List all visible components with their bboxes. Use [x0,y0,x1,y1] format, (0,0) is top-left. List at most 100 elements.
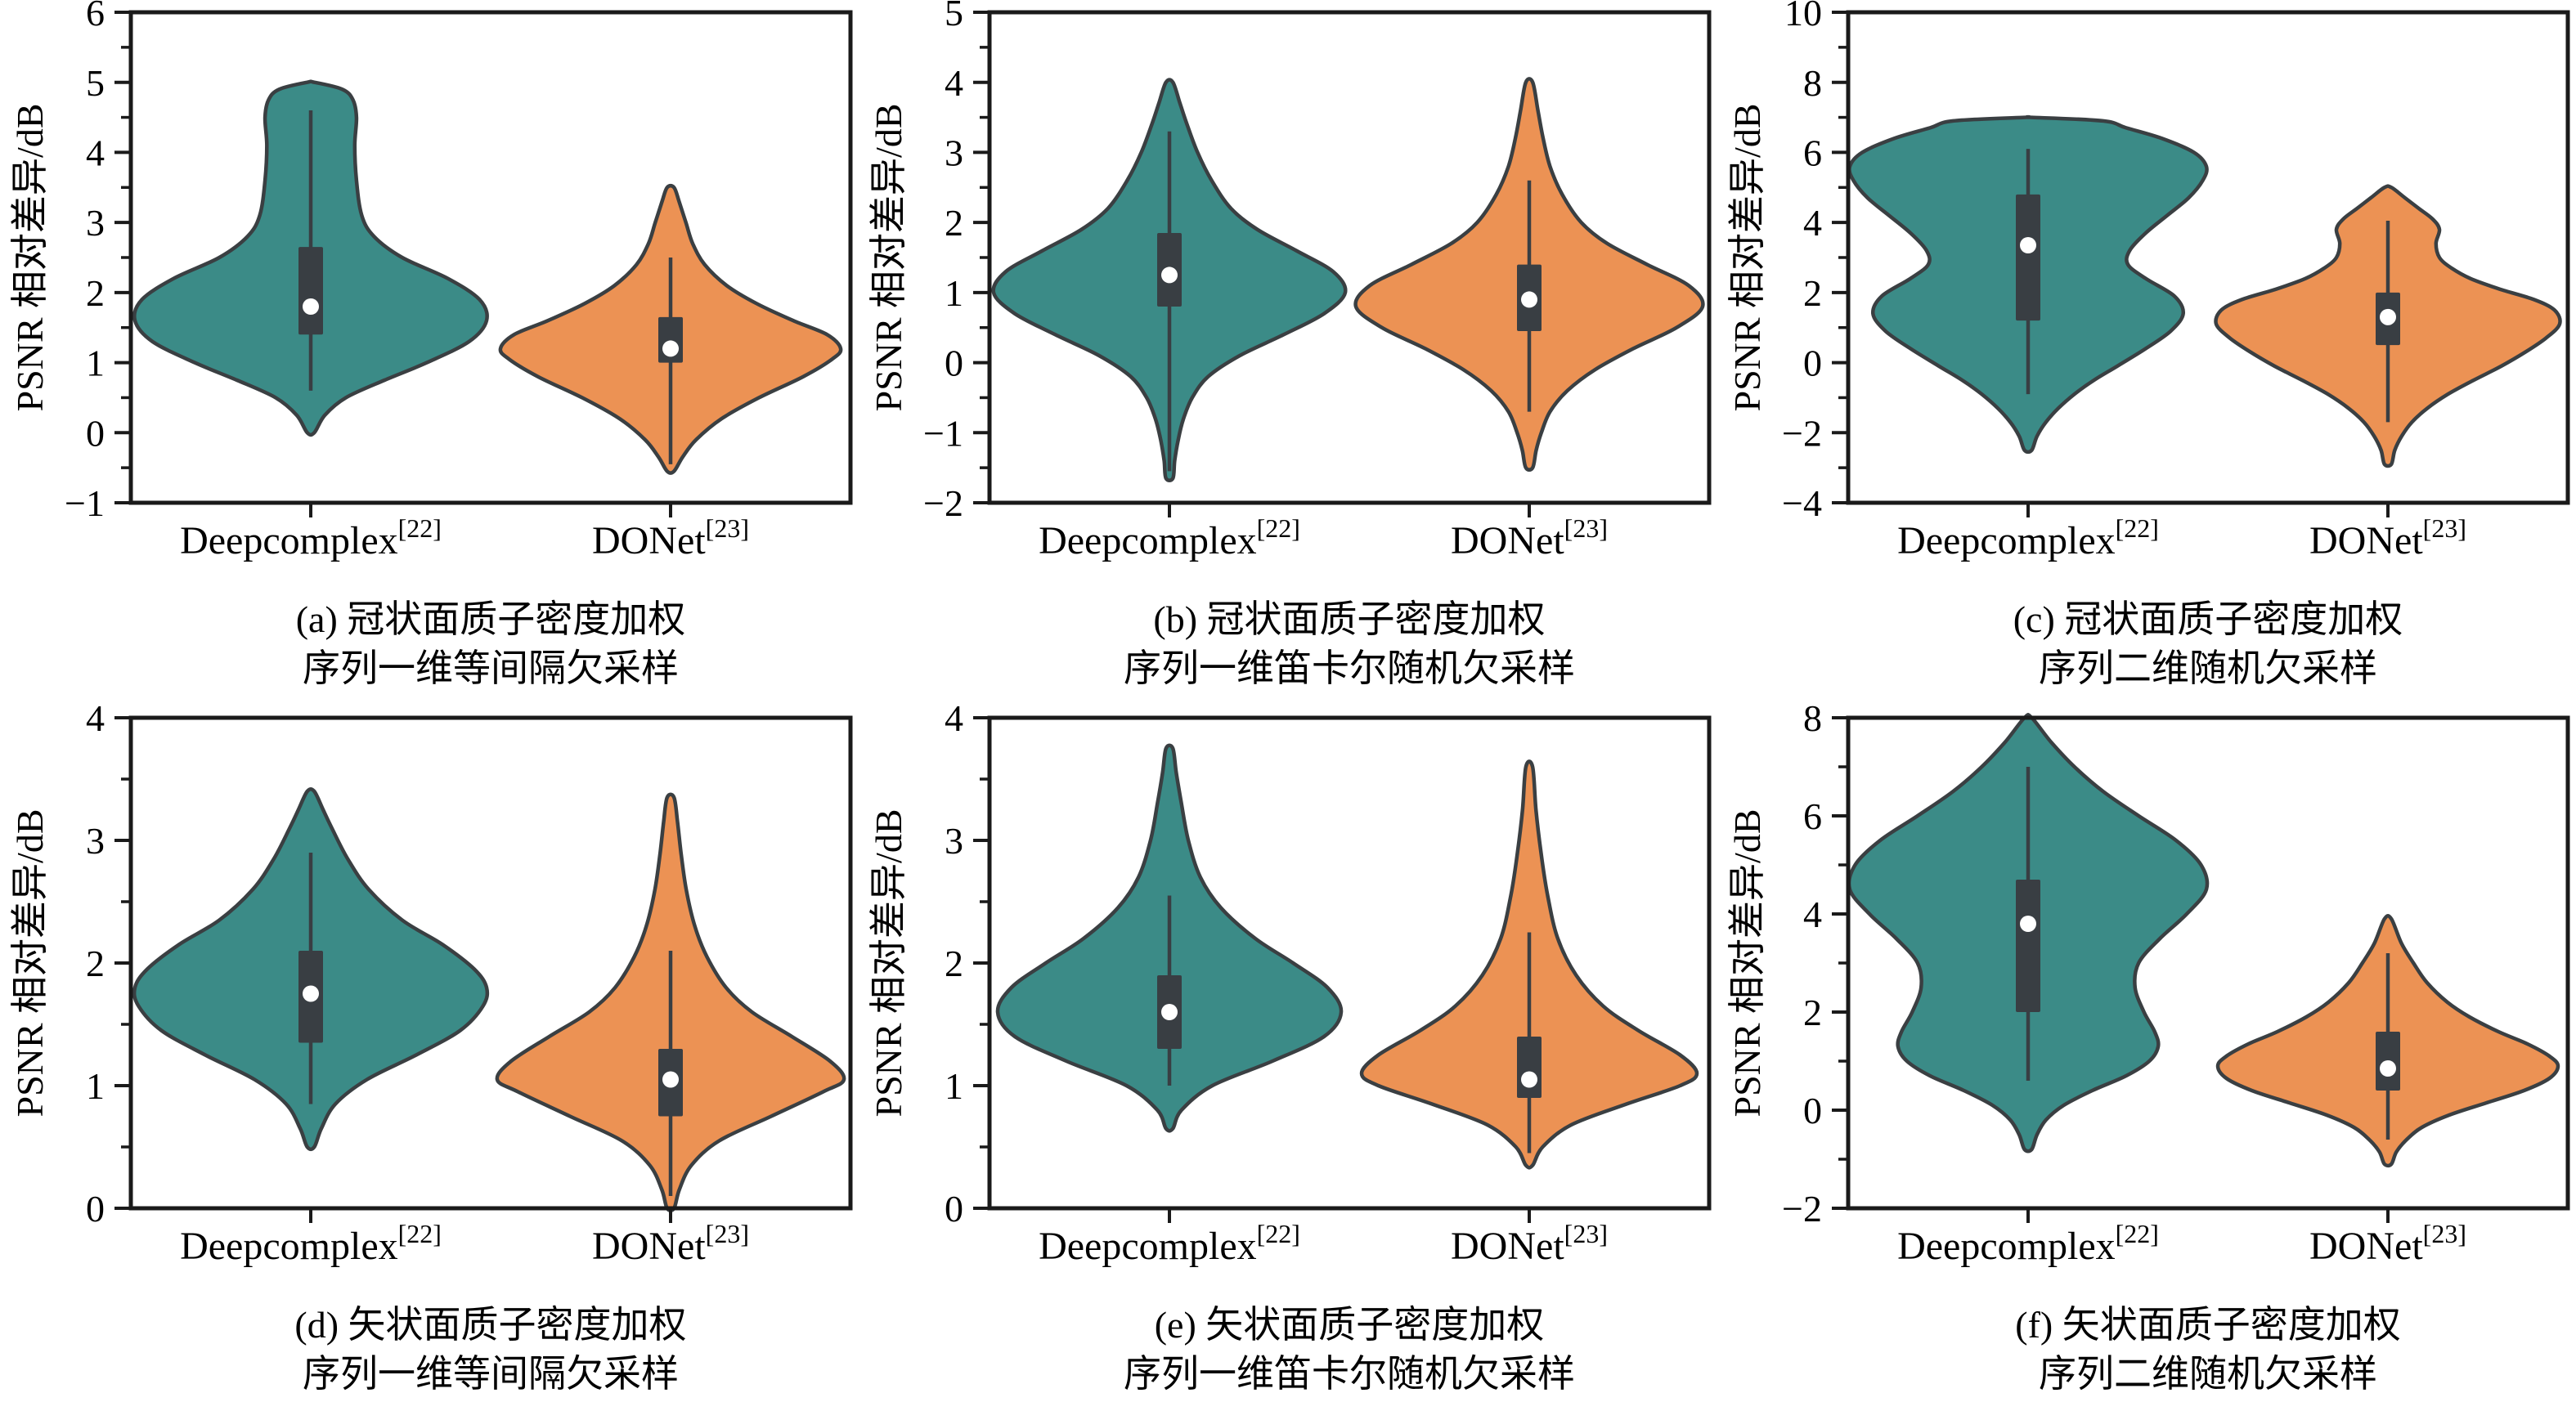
subplot-c: −4 −2 0 2 4 6 8 10 PSNR 相对差异/dB Deepcomplex[22] DO… [1717,0,2576,706]
median-dot [1161,1004,1178,1020]
y-tick-label: 6 [1803,795,1822,837]
subplot-e: 0 1 2 3 4 PSNR 相对差异/dB Deepcomplex[22] DONet[23… [859,706,1717,1411]
y-axis-title: PSNR 相对差异/dB [868,103,909,411]
y-tick-label: 4 [1803,894,1822,935]
violin-chart-e: 0 1 2 3 4 PSNR 相对差异/dB Deepcomplex[22] DONet[23… [868,706,1712,1268]
caption-line-1: (d) 矢状面质子密度加权 [294,1304,687,1346]
y-tick-label: −2 [1782,1188,1822,1230]
iqr-box [1517,1037,1542,1098]
y-tick-label: 2 [86,272,105,314]
y-axis-title: PSNR 相对差异/dB [1726,103,1768,411]
caption-line-2: 序列一维等间隔欠采样 [303,647,679,689]
y-tick-label: 8 [1803,706,1822,739]
y-tick-label: 3 [86,820,105,862]
y-axis-title: PSNR 相对差异/dB [9,103,51,411]
y-tick-label: 4 [86,706,105,739]
y-tick-label: 6 [86,0,105,34]
y-tick-label: 0 [1803,343,1822,384]
x-category-label: Deepcomplex[22] [1897,1219,2159,1268]
y-tick-label: 2 [1803,992,1822,1033]
x-category-label: Deepcomplex[22] [1897,513,2159,562]
y-tick-label: 4 [945,706,963,739]
y-tick-label: 1 [86,1065,105,1107]
median-dot [1161,267,1178,284]
median-dot [662,1071,679,1088]
x-category-label: Deepcomplex[22] [180,1219,442,1268]
x-category-label: DONet[23] [592,1219,749,1268]
caption-line-1: (f) 矢状面质子密度加权 [2015,1304,2401,1346]
subplot-b: −2 −1 0 1 2 3 4 5 PSNR 相对差异/dB Deepcomplex[22] DON… [859,0,1717,706]
subplot-a: −1 0 1 2 3 4 5 6 PSNR 相对差异/dB Deepcomplex[22] DONe… [0,0,859,706]
median-dot [2020,916,2036,932]
x-category-label: DONet[23] [2309,513,2466,562]
y-tick-label: 2 [945,943,963,984]
subplot-b-caption: (b) 冠状面质子密度加权 序列一维笛卡尔随机欠采样 [990,595,1709,693]
y-tick-label: 6 [1803,132,1822,174]
y-tick-label: 10 [1784,0,1822,34]
median-dot [662,340,679,357]
iqr-box [2016,880,2040,1012]
subplot-d: 0 1 2 3 4 PSNR 相对差异/dB Deepcomplex[22] DONet[23… [0,706,859,1411]
y-tick-label: 5 [86,62,105,104]
y-axis-title: PSNR 相对差异/dB [9,809,51,1117]
y-tick-label: 2 [1803,272,1822,314]
median-dot [303,298,319,315]
y-tick-label: 0 [86,1188,105,1230]
y-axis-title: PSNR 相对差异/dB [1726,809,1768,1117]
caption-line-2: 序列一维等间隔欠采样 [303,1353,679,1395]
caption-line-1: (a) 冠状面质子密度加权 [295,598,686,640]
y-tick-label: 4 [86,132,105,174]
violin-chart-d: 0 1 2 3 4 PSNR 相对差异/dB Deepcomplex[22] DONet[23… [9,706,853,1268]
violin-chart-c: −4 −2 0 2 4 6 8 10 PSNR 相对差异/dB Deepcomplex[22] DO… [1726,0,2570,562]
caption-line-2: 序列二维随机欠采样 [2039,1353,2377,1395]
x-category-label: Deepcomplex[22] [180,513,442,562]
x-category-label: DONet[23] [1451,1219,1608,1268]
y-tick-label: 1 [86,343,105,384]
median-dot [2020,237,2036,253]
x-category-label: DONet[23] [1451,513,1608,562]
y-tick-label: 3 [945,820,963,862]
y-tick-label: −1 [923,412,963,454]
subplot-a-caption: (a) 冠状面质子密度加权 序列一维等间隔欠采样 [131,595,850,693]
y-tick-label: 3 [86,202,105,244]
median-dot [1521,1071,1537,1088]
x-category-label: Deepcomplex[22] [1039,1219,1300,1268]
caption-line-1: (b) 冠状面质子密度加权 [1153,598,1546,640]
x-category-label: DONet[23] [592,513,749,562]
y-axis-title: PSNR 相对差异/dB [868,809,909,1117]
subplot-c-caption: (c) 冠状面质子密度加权 序列二维随机欠采样 [1848,595,2568,693]
iqr-box [2016,194,2040,321]
y-tick-label: 0 [1803,1090,1822,1131]
y-tick-label: 5 [945,0,963,34]
subplot-f-caption: (f) 矢状面质子密度加权 序列二维随机欠采样 [1848,1301,2568,1399]
subplot-d-caption: (d) 矢状面质子密度加权 序列一维等间隔欠采样 [131,1301,850,1399]
subplot-e-caption: (e) 矢状面质子密度加权 序列一维笛卡尔随机欠采样 [990,1301,1709,1399]
y-tick-label: −1 [65,482,105,524]
median-dot [303,985,319,1002]
violin-chart-f: −2 0 2 4 6 8 PSNR 相对差异/dB Deepcomplex[22] DONet[… [1726,706,2570,1268]
y-tick-label: 3 [945,132,963,174]
median-dot [2380,1060,2396,1077]
y-tick-label: 8 [1803,62,1822,104]
caption-line-2: 序列一维笛卡尔随机欠采样 [1124,647,1575,689]
median-dot [2380,308,2396,325]
y-tick-label: 0 [86,412,105,454]
y-tick-label: −2 [923,482,963,524]
iqr-box [298,247,323,335]
violin-chart-a: −1 0 1 2 3 4 5 6 PSNR 相对差异/dB Deepcomplex[22] DONe… [9,0,853,562]
y-tick-label: 2 [945,202,963,244]
violin-chart-b: −2 −1 0 1 2 3 4 5 PSNR 相对差异/dB Deepcomplex[22] DON… [868,0,1712,562]
caption-line-1: (e) 矢状面质子密度加权 [1154,1304,1545,1346]
y-tick-label: 0 [945,1188,963,1230]
subplot-f: −2 0 2 4 6 8 PSNR 相对差异/dB Deepcomplex[22] DONet[… [1717,706,2576,1411]
y-tick-label: −2 [1782,412,1822,454]
y-tick-label: 1 [945,1065,963,1107]
y-tick-label: −4 [1782,482,1822,524]
caption-line-2: 序列二维随机欠采样 [2039,647,2377,689]
y-tick-label: 4 [945,62,963,104]
y-tick-label: 4 [1803,202,1822,244]
caption-line-2: 序列一维笛卡尔随机欠采样 [1124,1353,1575,1395]
x-category-label: Deepcomplex[22] [1039,513,1300,562]
y-tick-label: 2 [86,943,105,984]
